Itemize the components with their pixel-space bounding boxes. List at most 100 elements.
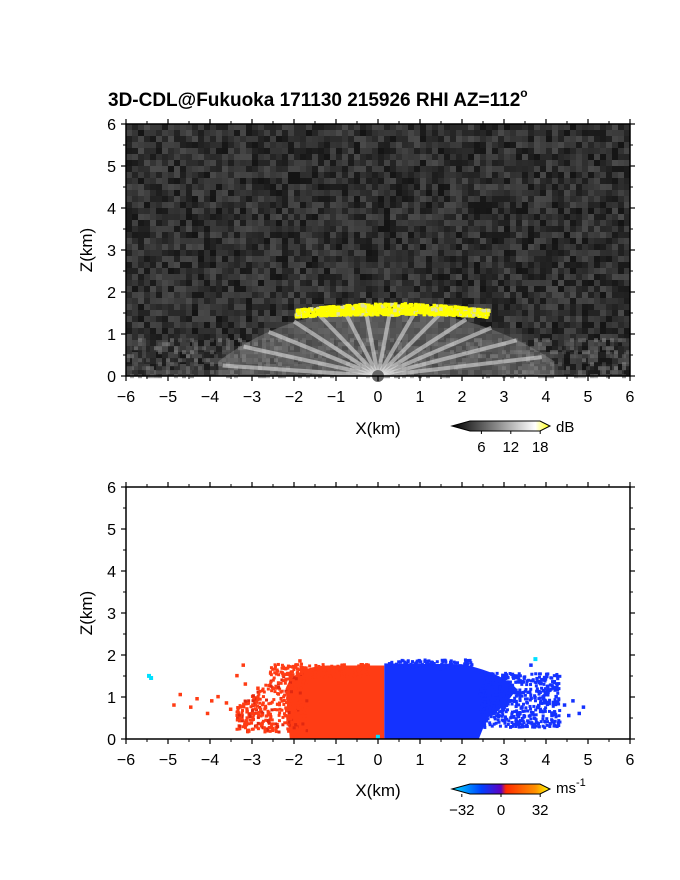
noise-cell	[468, 316, 474, 322]
noise-cell	[378, 154, 384, 160]
noise-cell	[552, 226, 558, 232]
noise-cell	[264, 334, 270, 340]
noise-cell	[246, 328, 252, 334]
noise-cell	[204, 202, 210, 208]
noise-cell	[228, 274, 234, 280]
noise-cell	[576, 214, 582, 220]
strong-echo-pixel	[393, 308, 397, 313]
haze-cell	[158, 370, 162, 375]
noise-cell	[186, 274, 192, 280]
haze-cell	[474, 346, 478, 351]
noise-cell	[528, 274, 534, 280]
haze-cell	[450, 338, 454, 343]
noise-cell	[132, 244, 138, 250]
noise-cell	[522, 298, 528, 304]
noise-cell	[420, 214, 426, 220]
noise-cell	[216, 310, 222, 316]
noise-cell	[378, 346, 384, 352]
noise-cell	[288, 274, 294, 280]
noise-cell	[276, 124, 282, 130]
noise-cell	[450, 238, 456, 244]
noise-cell	[456, 328, 462, 334]
noise-cell	[402, 148, 408, 154]
noise-cell	[342, 130, 348, 136]
noise-cell	[570, 142, 576, 148]
noise-cell	[300, 232, 306, 238]
noise-cell	[162, 280, 168, 286]
noise-cell	[390, 136, 396, 142]
noise-cell	[228, 304, 234, 310]
noise-cell	[582, 226, 588, 232]
noise-cell	[546, 304, 552, 310]
noise-cell	[414, 184, 420, 190]
noise-cell	[486, 304, 492, 310]
noise-cell	[558, 298, 564, 304]
noise-cell	[162, 304, 168, 310]
noise-cell	[324, 232, 330, 238]
noise-cell	[264, 370, 270, 376]
noise-cell	[222, 304, 228, 310]
noise-cell	[498, 310, 504, 316]
strong-echo-pixel	[425, 310, 430, 315]
noise-cell	[624, 262, 630, 268]
noise-cell	[186, 190, 192, 196]
noise-cell	[204, 256, 210, 262]
strong-echo-pixel	[319, 313, 323, 318]
noise-cell	[606, 232, 612, 238]
noise-cell	[204, 292, 210, 298]
noise-cell	[564, 274, 570, 280]
noise-cell	[588, 154, 594, 160]
noise-cell	[528, 244, 534, 250]
noise-cell	[402, 172, 408, 178]
haze-cell	[454, 338, 458, 343]
noise-cell	[588, 238, 594, 244]
noise-cell	[180, 160, 186, 166]
noise-cell	[558, 208, 564, 214]
noise-cell	[516, 130, 522, 136]
noise-cell	[594, 208, 600, 214]
haze-cell	[270, 346, 274, 351]
noise-cell	[222, 190, 228, 196]
noise-cell	[198, 202, 204, 208]
noise-cell	[606, 214, 612, 220]
noise-cell	[246, 310, 252, 316]
noise-cell	[132, 208, 138, 214]
strong-echo-pixel	[312, 309, 316, 313]
noise-cell	[522, 304, 528, 310]
noise-cell	[624, 160, 630, 166]
noise-cell	[282, 166, 288, 172]
noise-cell	[342, 238, 348, 244]
noise-cell	[174, 364, 180, 370]
noise-cell	[144, 250, 150, 256]
noise-cell	[318, 190, 324, 196]
noise-cell	[624, 328, 630, 334]
noise-cell	[198, 268, 204, 274]
noise-cell	[300, 124, 306, 130]
noise-cell	[354, 340, 360, 346]
noise-cell	[378, 160, 384, 166]
strong-echo-pixel	[479, 312, 483, 317]
noise-cell	[552, 124, 558, 130]
noise-cell	[318, 124, 324, 130]
haze-cell	[322, 358, 326, 363]
noise-cell	[198, 166, 204, 172]
haze-cell	[622, 362, 626, 367]
noise-cell	[294, 244, 300, 250]
noise-cell	[324, 226, 330, 232]
haze-cell	[162, 342, 166, 347]
noise-cell	[462, 268, 468, 274]
strong-echo-pixel	[392, 306, 397, 311]
noise-cell	[564, 214, 570, 220]
noise-cell	[378, 292, 384, 298]
noise-cell	[264, 154, 270, 160]
noise-cell	[600, 136, 606, 142]
noise-cell	[150, 292, 156, 298]
noise-cell	[372, 232, 378, 238]
noise-cell	[252, 250, 258, 256]
noise-cell	[510, 322, 516, 328]
noise-cell	[198, 214, 204, 220]
noise-cell	[594, 280, 600, 286]
noise-cell	[576, 172, 582, 178]
noise-cell	[276, 196, 282, 202]
noise-cell	[558, 292, 564, 298]
